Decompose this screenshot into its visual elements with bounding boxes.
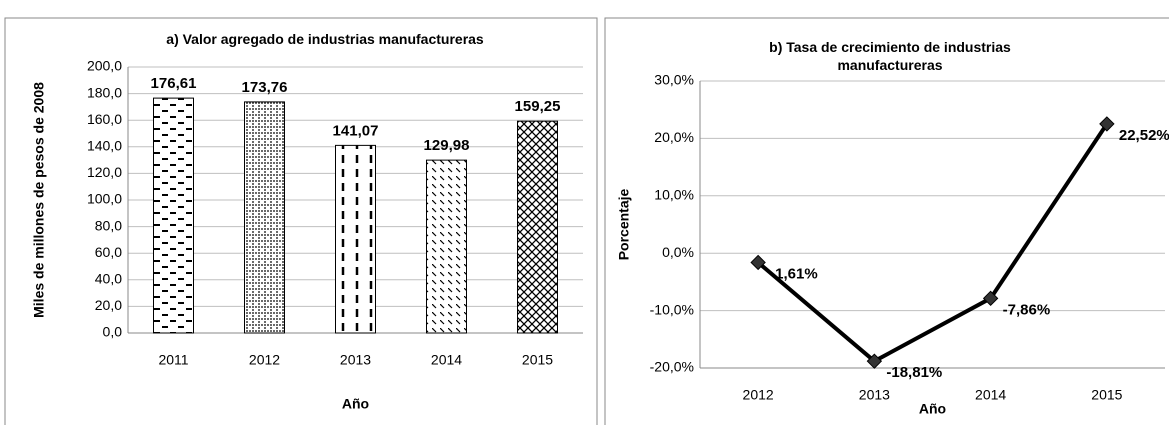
marker	[1099, 116, 1115, 132]
x-tick-label: 2011	[158, 352, 188, 368]
value-label: -7,86%	[1003, 301, 1051, 318]
line	[756, 122, 1109, 364]
value-label: 129,98	[424, 137, 470, 154]
y-tick-label: -20,0%	[650, 359, 694, 375]
x-tick-label: 2014	[975, 387, 1006, 403]
marker	[750, 254, 766, 271]
panel-a	[4, 17, 598, 425]
x-tick-label: 2012	[249, 352, 280, 368]
y-tick-label: -10,0%	[650, 301, 694, 317]
bar	[244, 101, 285, 334]
value-label: 22,52%	[1119, 127, 1169, 144]
x-tick-label: 2015	[1091, 387, 1122, 403]
x-tick-label: 2013	[340, 352, 371, 368]
x-tick-label: 2012	[743, 387, 774, 403]
y-tick-label: 140,0	[87, 138, 122, 154]
y-tick-label: 20,0	[95, 297, 122, 313]
y-tick-label: 180,0	[87, 84, 122, 100]
y-tick-label: 30,0%	[654, 72, 694, 88]
y-tick-label: 120,0	[87, 164, 122, 180]
marker	[982, 290, 999, 307]
value-label: 159,25	[515, 98, 561, 115]
y-tick-label: 40,0	[95, 271, 122, 287]
y-tick-label: 100,0	[87, 191, 122, 207]
y-tick-label: 60,0	[95, 244, 122, 260]
bar	[335, 144, 376, 334]
panel-b	[604, 17, 1169, 425]
y-tick-label: 0,0%	[662, 244, 694, 260]
value-label: 176,61	[151, 75, 197, 92]
y-axis-label: Porcentaje	[616, 188, 632, 260]
y-axis-label: Miles de millones de pesos de 2008	[31, 82, 47, 318]
bar	[153, 97, 194, 334]
chart-b-title: b) Tasa de crecimiento de industrias man…	[769, 39, 1011, 73]
value-label: 173,76	[242, 79, 288, 96]
y-tick-label: 200,0	[87, 58, 122, 74]
x-tick-label: 2014	[431, 352, 462, 368]
value-label: -18,81%	[886, 364, 942, 381]
x-axis-label: Año	[919, 401, 946, 417]
x-tick-label: 2015	[522, 352, 553, 368]
x-axis-label: Año	[342, 396, 369, 412]
y-tick-label: 80,0	[95, 217, 122, 233]
y-tick-label: 160,0	[87, 111, 122, 127]
x-tick-label: 2013	[859, 387, 890, 403]
bar	[517, 120, 558, 334]
bar	[426, 159, 467, 334]
y-tick-label: 0,0	[103, 324, 123, 340]
value-label: -1,61%	[770, 265, 818, 282]
y-tick-label: 20,0%	[654, 129, 694, 145]
value-label: 141,07	[333, 122, 379, 139]
chart-a-title: a) Valor agregado de industrias manufact…	[166, 31, 484, 47]
marker	[866, 353, 883, 369]
y-tick-label: 10,0%	[654, 187, 694, 203]
